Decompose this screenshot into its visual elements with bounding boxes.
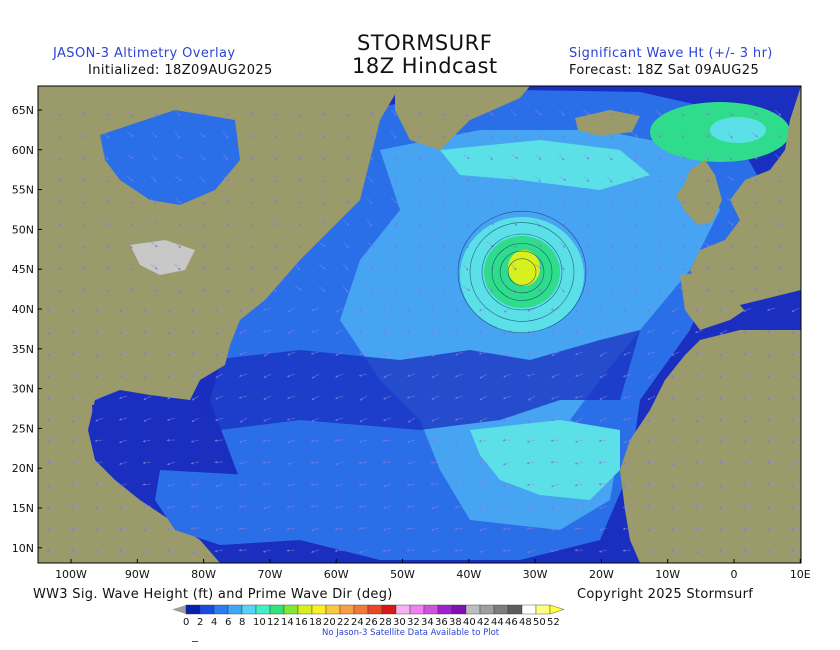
legend-swatch [396, 605, 410, 614]
legend-value: 26 [365, 617, 378, 628]
lat-label-65n: 65N [12, 104, 34, 117]
legend-swatch [382, 605, 396, 614]
legend-swatch [354, 605, 368, 614]
lon-label-40w: 40W [456, 568, 481, 581]
lat-label-25n: 25N [12, 422, 34, 435]
legend-value: 38 [449, 617, 462, 628]
legend-right-arrow [550, 605, 564, 614]
legend-swatch [214, 605, 228, 614]
legend-swatch [298, 605, 312, 614]
legend-value: 28 [379, 617, 392, 628]
legend-value: 10 [253, 617, 266, 628]
lat-label-45n: 45N [12, 263, 34, 276]
legend-value: 24 [351, 617, 364, 628]
lat-label-60n: 60N [12, 144, 34, 157]
legend-swatch [522, 605, 536, 614]
lon-label-90w: 90W [125, 568, 150, 581]
legend-value: 4 [211, 617, 217, 628]
legend-swatch [228, 605, 242, 614]
legend-value: 8 [239, 617, 245, 628]
wave-height-map: 65N 60N 55N 50N 45N 40N 35N 30N 25N 20N 15N 10N 100… [0, 0, 840, 600]
legend-value: 20 [323, 617, 336, 628]
legend-left-arrow [172, 605, 186, 614]
lat-label-35n: 35N [12, 343, 34, 356]
legend-swatch [242, 605, 256, 614]
legend-swatch [368, 605, 382, 614]
legend-value: 52 [547, 617, 560, 628]
legend-value: 32 [407, 617, 420, 628]
legend-swatch [452, 605, 466, 614]
lat-label-30n: 30N [12, 383, 34, 396]
lon-label-30w: 30W [523, 568, 548, 581]
legend-swatch [424, 605, 438, 614]
legend-swatch [480, 605, 494, 614]
lon-label-100w: 100W [55, 568, 87, 581]
lat-label-50n: 50N [12, 223, 34, 236]
latitude-axis: 65N 60N 55N 50N 45N 40N 35N 30N 25N 20N 15N 10N [12, 104, 42, 555]
legend-value: 2 [197, 617, 203, 628]
legend-swatch [256, 605, 270, 614]
norwegian-sea-core [710, 117, 766, 143]
legend-marker [192, 641, 198, 642]
legend-value: 14 [281, 617, 294, 628]
legend-swatch [270, 605, 284, 614]
lon-label-0: 0 [731, 568, 738, 581]
lat-label-15n: 15N [12, 502, 34, 515]
lon-label-20w: 20W [589, 568, 614, 581]
lon-label-70w: 70W [257, 568, 282, 581]
legend-swatch [186, 605, 200, 614]
legend-value: 46 [505, 617, 518, 628]
legend-value: 36 [435, 617, 448, 628]
legend-value: 30 [393, 617, 406, 628]
legend-swatch [340, 605, 354, 614]
map-layers [38, 86, 806, 563]
legend-value: 18 [309, 617, 322, 628]
lat-label-40n: 40N [12, 303, 34, 316]
legend-value: 48 [519, 617, 532, 628]
legend-swatch [410, 605, 424, 614]
legend-value: 6 [225, 617, 231, 628]
wave-height-legend [0, 600, 840, 650]
legend-value: 40 [463, 617, 476, 628]
legend-swatch [494, 605, 508, 614]
legend-value: 12 [267, 617, 280, 628]
lat-label-55n: 55N [12, 184, 34, 197]
legend-value: 42 [477, 617, 490, 628]
nodata-note: No Jason-3 Satellite Data Available to P… [322, 628, 499, 638]
legend-swatch [284, 605, 298, 614]
lon-label-10w: 10W [655, 568, 680, 581]
legend-swatch [438, 605, 452, 614]
legend-swatch [466, 605, 480, 614]
lon-label-60w: 60W [324, 568, 349, 581]
legend-swatch [326, 605, 340, 614]
legend-swatch [508, 605, 522, 614]
legend-value: 44 [491, 617, 504, 628]
legend-value: 16 [295, 617, 308, 628]
lon-label-50w: 50W [390, 568, 415, 581]
legend-swatch [312, 605, 326, 614]
legend-swatch [200, 605, 214, 614]
lat-label-10n: 10N [12, 542, 34, 555]
lon-label-10e: 10E [790, 568, 811, 581]
legend-value: 0 [183, 617, 189, 628]
legend-value: 34 [421, 617, 434, 628]
lat-label-20n: 20N [12, 462, 34, 475]
legend-swatch [536, 605, 550, 614]
legend-color-cells [172, 605, 564, 614]
legend-value: 50 [533, 617, 546, 628]
legend-value: 22 [337, 617, 350, 628]
lon-label-80w: 80W [191, 568, 216, 581]
